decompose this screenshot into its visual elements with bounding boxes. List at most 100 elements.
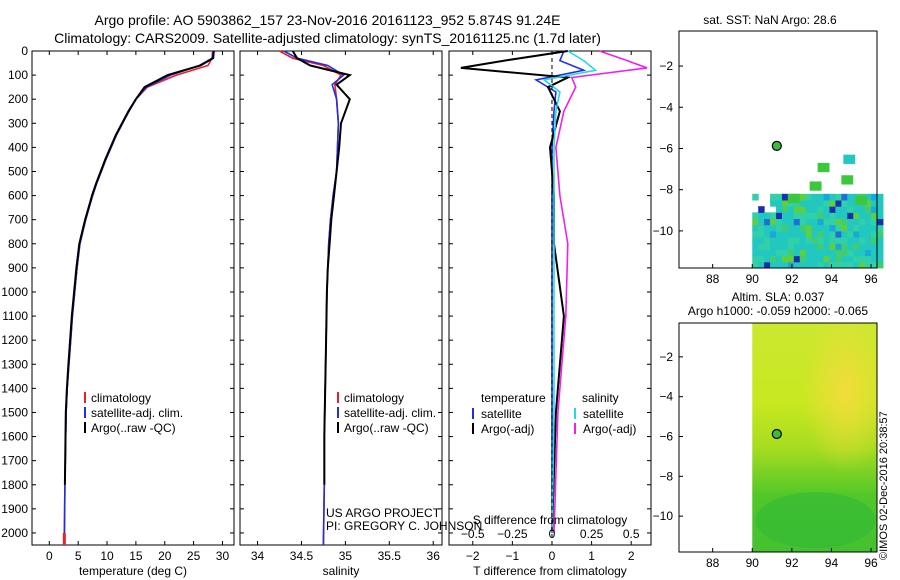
sst-cell	[793, 218, 801, 226]
sst-cell	[799, 230, 807, 238]
difference-panel: −2 −1 0 1 2T difference from climatology −0.5…	[448, 50, 652, 578]
sst-cell	[811, 230, 819, 238]
sst-cell	[865, 249, 872, 257]
sst-cell	[847, 243, 854, 250]
sst-cell	[829, 230, 836, 238]
sst-cell	[770, 230, 777, 238]
y-tick-label: 400	[8, 140, 28, 154]
sst-cell	[799, 199, 807, 207]
sst-cell	[835, 193, 842, 201]
sst-cell	[859, 261, 866, 269]
sst-heatmap-cells	[752, 154, 884, 269]
sst-cell	[871, 261, 878, 269]
sst-cell	[770, 212, 777, 220]
series-line-satellite-adj-clim-	[63, 50, 214, 546]
map-frame	[678, 30, 878, 269]
legend-label: Argo(-adj)	[481, 422, 534, 436]
y-tick-label: 500	[8, 164, 28, 178]
x-axis-label: salinity	[323, 564, 360, 578]
sst-cell	[770, 261, 777, 269]
sst-cell	[871, 224, 878, 232]
sla-heatmap-low	[755, 492, 876, 549]
y-tick-label: −4	[659, 390, 673, 404]
sst-cell	[817, 255, 825, 263]
sst-map-title: sat. SST: NaN Argo: 28.6	[703, 13, 837, 27]
sst-cell	[776, 224, 783, 232]
sst-cell	[793, 206, 801, 213]
sst-cell	[847, 230, 854, 238]
sst-cell	[829, 212, 836, 220]
sst-cell	[764, 243, 771, 250]
legend-label: satellite-adj. clim.	[91, 406, 183, 420]
sst-cell	[871, 243, 878, 250]
sst-cell	[835, 230, 842, 238]
sst-cell	[805, 255, 813, 263]
sst-cell	[805, 199, 813, 207]
x-tick-label: 25	[187, 549, 201, 563]
legend-label: climatology	[91, 391, 151, 405]
series-line-climatology	[63, 50, 214, 546]
sst-cell	[877, 193, 884, 201]
sst-cell	[764, 249, 771, 257]
sst-cell	[764, 218, 771, 226]
sst-cell	[817, 206, 825, 213]
x-tick-label: 88	[706, 272, 720, 286]
sst-cell	[787, 255, 795, 263]
sst-cell	[781, 230, 789, 238]
sst-cell	[853, 230, 860, 238]
sst-cell	[817, 218, 825, 226]
sst-cell	[859, 243, 866, 250]
sst-cell	[871, 199, 878, 207]
sst-cell	[865, 199, 872, 207]
legend-label: climatology	[344, 391, 404, 405]
x-tick-label: 0	[46, 549, 53, 563]
sst-cell	[823, 255, 830, 263]
sst-cell	[829, 224, 836, 232]
sst-cell	[853, 255, 860, 263]
sst-cell	[841, 261, 848, 269]
sst-cell	[841, 206, 848, 213]
sst-cell	[776, 193, 783, 201]
sst-cell	[764, 224, 771, 232]
sst-cell	[877, 199, 884, 207]
sst-cell	[835, 261, 842, 269]
sst-cell	[865, 243, 872, 250]
sst-cell	[823, 224, 830, 232]
sst-cell	[877, 261, 884, 269]
y-tick-label: −8	[659, 183, 673, 197]
sst-cell	[758, 206, 765, 213]
legend-label: Argo(..raw -QC)	[344, 421, 429, 435]
x-tick-label: 30	[216, 549, 230, 563]
sst-cell	[871, 206, 878, 213]
sst-cell	[787, 218, 795, 226]
sst-cell	[811, 249, 819, 257]
sst-cell	[847, 206, 854, 213]
sst-cell	[799, 212, 807, 220]
sst-cell	[781, 243, 789, 250]
sst-cell	[776, 212, 783, 220]
sst-cell	[829, 218, 836, 226]
x-axis-label: temperature (deg C)	[79, 564, 187, 578]
sst-cell	[817, 162, 830, 173]
sst-cell	[877, 224, 884, 232]
sst-cell	[781, 261, 789, 269]
sst-cell	[787, 193, 800, 204]
y-tick-label: 0	[21, 44, 28, 58]
salinity-panel: 34 34.5 35 35.5 36 salinity climatologysatelli…	[239, 50, 443, 578]
sst-cell	[787, 212, 795, 220]
x-tick-label: 34	[251, 549, 265, 563]
sst-cell	[752, 237, 759, 244]
x-tick-label: 1	[588, 549, 595, 563]
y-tick-label: −2	[659, 59, 673, 73]
map-frame	[678, 322, 878, 553]
sst-cell	[776, 249, 783, 257]
sst-cell	[770, 243, 777, 250]
sst-cell	[787, 230, 795, 238]
sst-cell	[853, 224, 860, 232]
series-line-argo-raw-qc-	[63, 50, 215, 485]
y-tick-label: 1600	[1, 430, 28, 444]
sst-cell	[781, 218, 789, 226]
sst-cell	[841, 212, 848, 220]
x-axis-label: T difference from climatology	[473, 564, 627, 578]
x-tick-label: 0	[549, 549, 556, 563]
